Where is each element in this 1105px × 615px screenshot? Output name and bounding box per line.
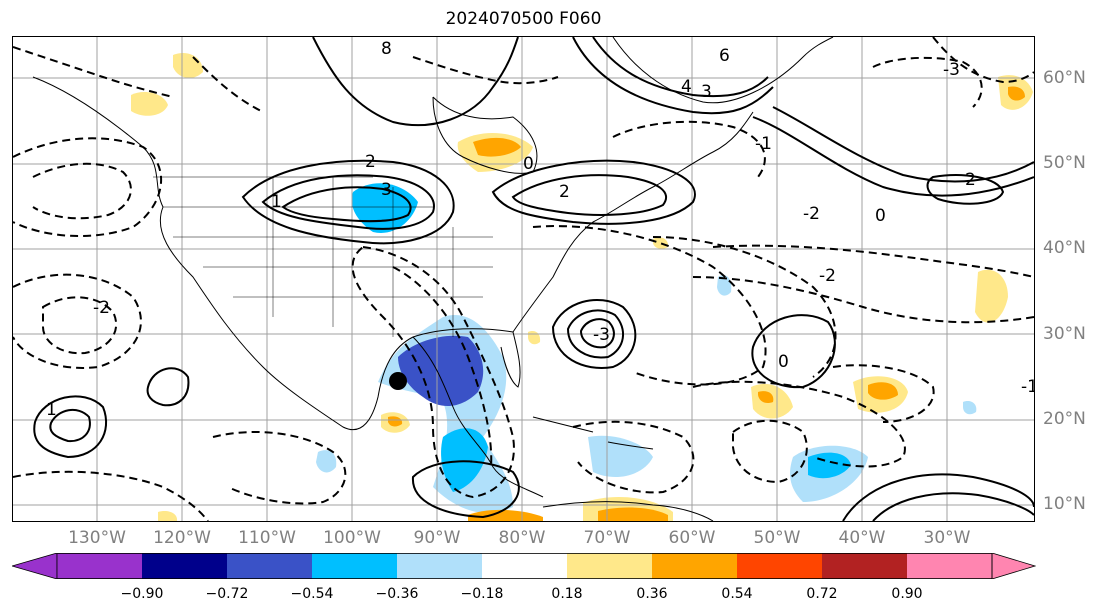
colorbar-arrow-high bbox=[991, 553, 1036, 579]
negative-anomaly-core bbox=[398, 335, 484, 407]
contour-label: 0 bbox=[778, 352, 789, 372]
contour-label: -1 bbox=[755, 134, 772, 154]
map-canvas: 8 6 4 3 2 1 0 -1 -2 -3 3 2 0 -1 -3 -2 1 … bbox=[13, 37, 1034, 521]
negative-anomaly-small-3 bbox=[963, 401, 977, 415]
colorbar-tick-label: 0.18 bbox=[551, 586, 583, 602]
positive-anomaly-mexico-pacific-core bbox=[388, 416, 403, 427]
lat-label-40n: 40°N bbox=[1043, 238, 1086, 258]
positive-contours bbox=[33, 37, 1034, 521]
positive-anomaly-greenland-sea-core bbox=[1008, 86, 1025, 101]
lon-label-60w: 60°W bbox=[668, 528, 716, 548]
colorbar-tick-label: −0.90 bbox=[120, 586, 164, 602]
contour-label: 1 bbox=[271, 192, 282, 212]
positive-anomaly-small-3 bbox=[653, 237, 669, 249]
contour-label: 2 bbox=[365, 152, 376, 172]
contour-label: 2 bbox=[559, 182, 570, 202]
lat-label-20n: 20°N bbox=[1043, 409, 1086, 429]
lon-label-80w: 80°W bbox=[498, 528, 546, 548]
lat-label-50n: 50°N bbox=[1043, 153, 1086, 173]
lon-label-30w: 30°W bbox=[923, 528, 971, 548]
lon-label-40w: 40°W bbox=[838, 528, 886, 548]
colorbar-tick-label: −0.54 bbox=[290, 586, 334, 602]
lon-label-120w: 120°W bbox=[153, 528, 211, 548]
storm-center-marker bbox=[389, 372, 407, 390]
colorbar-tick-label: −0.36 bbox=[375, 586, 419, 602]
positive-anomaly-east-atlantic bbox=[975, 269, 1008, 323]
graticule bbox=[13, 37, 1034, 521]
contour-label: -3 bbox=[943, 60, 960, 80]
colorbar-bin bbox=[312, 553, 397, 579]
negative-anomaly-small-2 bbox=[717, 275, 732, 296]
greenland-coast bbox=[612, 37, 834, 104]
north-america-coast bbox=[32, 76, 754, 431]
lon-label-100w: 100°W bbox=[323, 528, 381, 548]
colorbar-bin bbox=[822, 553, 907, 579]
coastlines bbox=[32, 37, 834, 521]
positive-anomaly-alaska bbox=[131, 92, 168, 116]
contour-label: 6 bbox=[719, 46, 730, 66]
colorbar-bin bbox=[482, 553, 567, 579]
positive-anomaly-alaska-2 bbox=[173, 52, 203, 79]
contour-labels: 8 6 4 3 2 1 0 -1 -2 -3 3 2 0 -1 -3 -2 1 … bbox=[46, 39, 1034, 420]
negative-anomaly-small-1 bbox=[316, 450, 337, 473]
positive-anomaly-central-america bbox=[468, 509, 543, 521]
colorbar-tick-label: 0.36 bbox=[636, 586, 668, 602]
positive-anomaly-small-1 bbox=[158, 511, 178, 521]
map-panel: 8 6 4 3 2 1 0 -1 -2 -3 3 2 0 -1 -3 -2 1 … bbox=[12, 36, 1035, 522]
colorbar-tick-label: −0.72 bbox=[205, 586, 249, 602]
colorbar-bin bbox=[652, 553, 737, 579]
colorbar-bin bbox=[397, 553, 482, 579]
contour-label: 1 bbox=[46, 400, 57, 420]
colorbar-bin bbox=[907, 553, 992, 579]
colorbar-bin bbox=[142, 553, 227, 579]
lon-label-130w: 130°W bbox=[68, 528, 126, 548]
lat-label-30n: 30°N bbox=[1043, 324, 1086, 344]
south-america-coast bbox=[542, 501, 714, 521]
colorbar-bin bbox=[567, 553, 652, 579]
colorbar-arrow-low bbox=[12, 553, 58, 579]
florida bbox=[500, 331, 521, 388]
negative-anomaly-mid bbox=[441, 428, 488, 492]
positive-anomaly-small-2 bbox=[528, 331, 541, 345]
negative-contours bbox=[13, 37, 1034, 521]
contour-label: -2 bbox=[803, 204, 820, 224]
colorbar-bin bbox=[57, 553, 142, 579]
contour-label: 0 bbox=[523, 154, 534, 174]
colorbar-tick-label: −0.18 bbox=[460, 586, 504, 602]
positive-anomaly-atlantic-2-core bbox=[758, 391, 774, 404]
shading-layer bbox=[131, 52, 1033, 521]
map-title: 2024070500 F060 bbox=[445, 9, 602, 29]
colorbar-tick-label: 0.54 bbox=[721, 586, 753, 602]
colorbar-bin bbox=[227, 553, 312, 579]
colorbar-tick-label: 0.90 bbox=[891, 586, 923, 602]
positive-anomaly-hudson-core bbox=[473, 137, 521, 157]
contour-label: -1 bbox=[1021, 377, 1034, 397]
contour-label: 2 bbox=[965, 170, 976, 190]
lat-label-10n: 10°N bbox=[1043, 494, 1086, 514]
gulf-coast bbox=[412, 336, 544, 498]
contour-label: 3 bbox=[381, 180, 392, 200]
contour-label: 4 bbox=[681, 77, 692, 97]
lon-label-50w: 50°W bbox=[753, 528, 801, 548]
negative-anomaly-caribbean bbox=[588, 435, 653, 477]
lon-label-90w: 90°W bbox=[413, 528, 461, 548]
lon-label-110w: 110°W bbox=[238, 528, 296, 548]
contour-label: 0 bbox=[875, 206, 886, 226]
contour-label: -2 bbox=[819, 266, 836, 286]
contour-label: 3 bbox=[701, 82, 712, 102]
positive-anomaly-atlantic-1-core bbox=[868, 382, 898, 400]
colorbar-bin bbox=[737, 553, 822, 579]
contour-label: -3 bbox=[593, 325, 610, 345]
lat-label-60n: 60°N bbox=[1043, 68, 1086, 88]
contour-label: -2 bbox=[93, 298, 110, 318]
lon-label-70w: 70°W bbox=[583, 528, 631, 548]
positive-anomaly-south-america-core bbox=[598, 507, 668, 521]
colorbar bbox=[12, 553, 1036, 579]
contour-label: 8 bbox=[381, 39, 392, 59]
caribbean-islands bbox=[532, 416, 654, 450]
colorbar-tick-label: 0.72 bbox=[806, 586, 838, 602]
us-states-grid bbox=[153, 176, 493, 337]
